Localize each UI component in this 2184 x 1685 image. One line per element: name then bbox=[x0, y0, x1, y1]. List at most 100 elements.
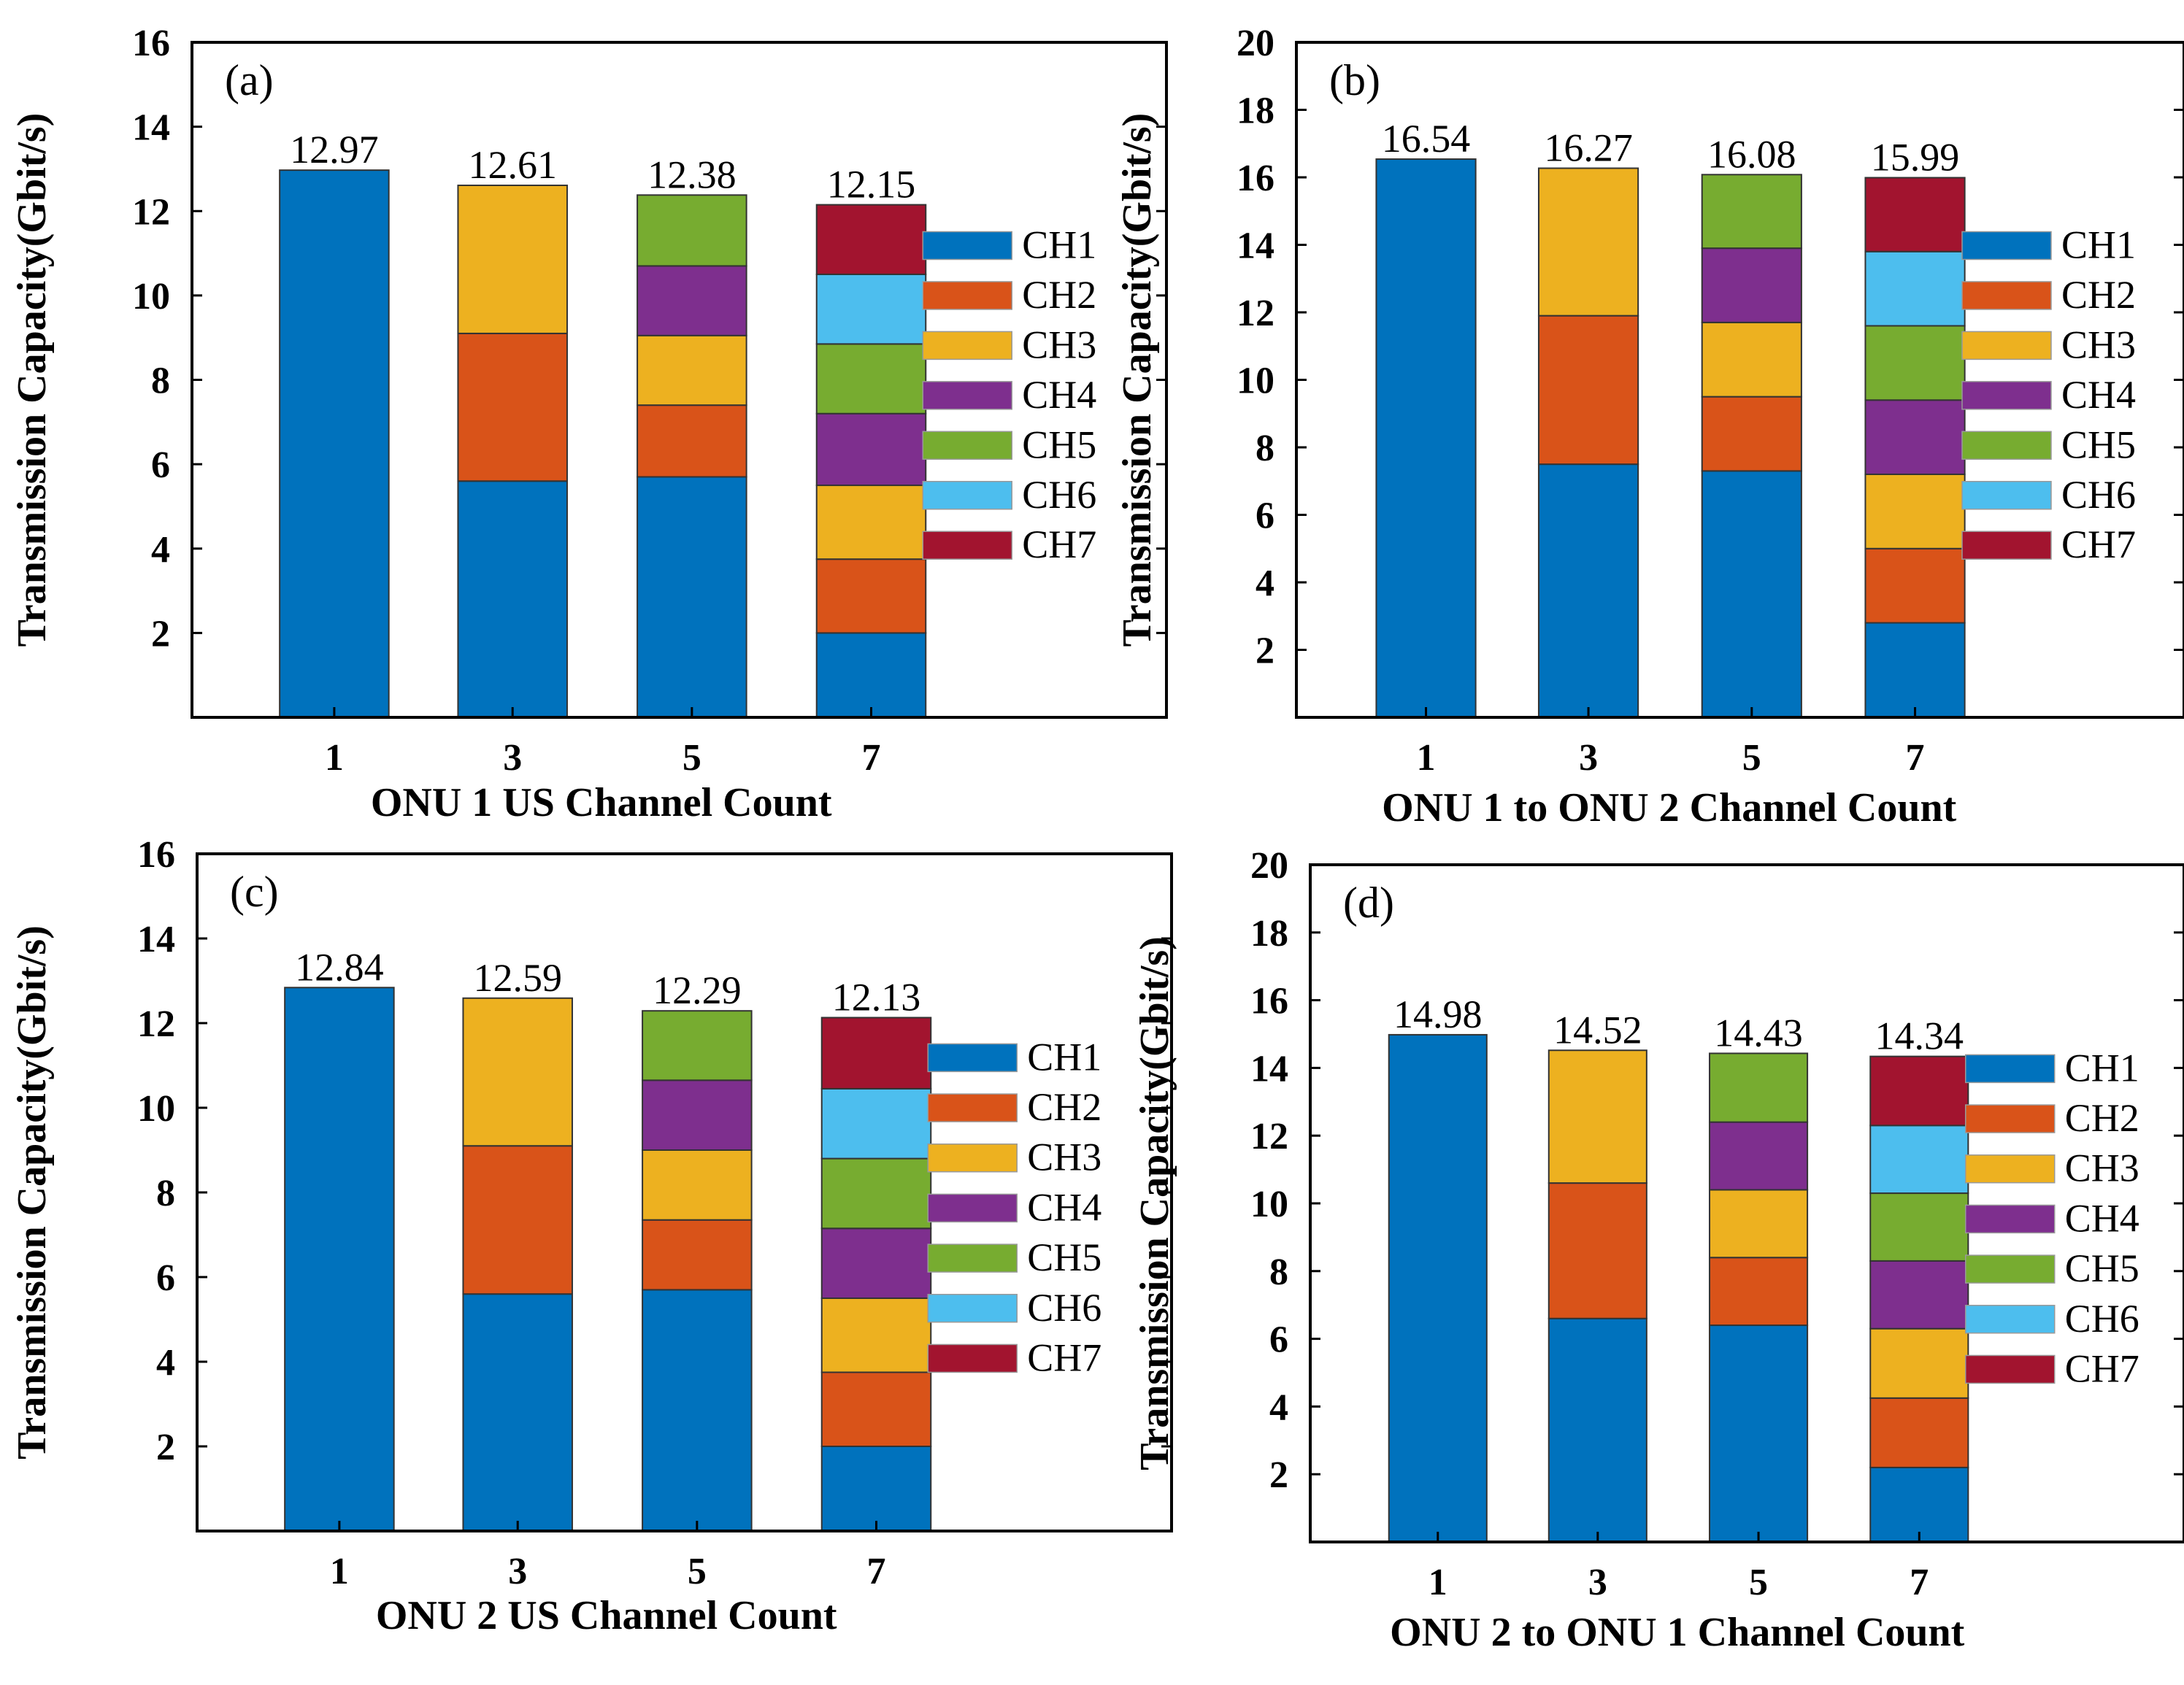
x-tick-label: 3 bbox=[1588, 1562, 1607, 1603]
bar-segment bbox=[815, 412, 927, 487]
bar-segment bbox=[1864, 177, 1966, 252]
legend-swatch bbox=[927, 1143, 1018, 1173]
x-axis-title: ONU 1 US Channel Count bbox=[371, 780, 832, 825]
y-tick-label: 6 bbox=[1256, 496, 1274, 537]
legend-label: CH7 bbox=[2065, 1346, 2139, 1390]
legend-label: CH7 bbox=[1027, 1335, 1101, 1379]
bar-segment bbox=[1701, 247, 1802, 323]
legend-swatch bbox=[922, 331, 1012, 360]
bar-segment bbox=[820, 1157, 932, 1230]
bar-segment bbox=[1547, 1182, 1647, 1319]
legend-label: CH7 bbox=[1022, 523, 1096, 566]
legend-label: CH3 bbox=[2061, 323, 2136, 366]
legend-swatch bbox=[922, 231, 1012, 261]
x-tick-label: 3 bbox=[508, 1551, 527, 1592]
y-tick-label: 8 bbox=[151, 360, 170, 402]
legend-label: CH5 bbox=[1022, 423, 1096, 466]
bar-segment bbox=[1869, 1055, 1969, 1127]
bar-segment bbox=[642, 1079, 753, 1152]
bar-segment bbox=[1864, 399, 1966, 475]
bar-segment bbox=[815, 632, 927, 718]
legend-swatch bbox=[1965, 1204, 2056, 1234]
bar-segment bbox=[1375, 158, 1477, 718]
bar-segment bbox=[1864, 250, 1966, 327]
legend-swatch bbox=[927, 1093, 1018, 1122]
y-tick-label: 12 bbox=[132, 191, 170, 233]
y-tick-label: 8 bbox=[1269, 1252, 1288, 1293]
y-tick-label: 2 bbox=[156, 1427, 175, 1468]
legend-label: CH2 bbox=[1022, 273, 1096, 317]
data-label-total: 14.52 bbox=[1553, 1008, 1642, 1052]
x-axis-title: ONU 2 to ONU 1 Channel Count bbox=[1390, 1610, 1965, 1655]
legend-swatch bbox=[922, 281, 1012, 310]
y-tick-label: 4 bbox=[1269, 1387, 1288, 1428]
y-tick-label: 20 bbox=[1237, 23, 1274, 64]
legend-label: CH4 bbox=[1022, 373, 1096, 417]
legend-swatch bbox=[1965, 1154, 2056, 1184]
legend-swatch bbox=[1961, 531, 2052, 560]
data-label-total: 16.08 bbox=[1707, 132, 1796, 176]
x-axis-title: ONU 1 to ONU 2 Channel Count bbox=[1382, 785, 1957, 830]
bar-segment bbox=[1537, 167, 1639, 317]
y-tick-label: 10 bbox=[1237, 360, 1274, 402]
legend-label: CH5 bbox=[2065, 1246, 2139, 1290]
bar-segment bbox=[815, 343, 927, 414]
x-tick-label: 7 bbox=[1910, 1562, 1929, 1603]
y-tick-label: 14 bbox=[1237, 225, 1274, 267]
bar-segment bbox=[1869, 1327, 1969, 1399]
bar-segment bbox=[462, 1293, 573, 1532]
bar-segment bbox=[815, 273, 927, 345]
data-label-total: 12.59 bbox=[473, 956, 562, 1000]
y-tick-label: 12 bbox=[1237, 293, 1274, 334]
data-label-total: 16.27 bbox=[1544, 126, 1633, 170]
bar-segment bbox=[637, 334, 747, 406]
bar-segment bbox=[815, 485, 927, 560]
bar-segment bbox=[820, 1017, 932, 1090]
bar-segment bbox=[637, 194, 747, 267]
y-tick-label: 6 bbox=[156, 1257, 175, 1299]
legend-swatch bbox=[1961, 381, 2052, 410]
chart-panel-d: 14.98 1 14.52 3 14.43 5 14.34 7 2 4 6 8 10 12 14 16 18 20… bbox=[1132, 845, 2184, 1655]
bar-segment bbox=[1537, 315, 1639, 466]
bar-segment bbox=[1864, 474, 1966, 550]
y-tick-label: 10 bbox=[137, 1088, 175, 1130]
bar-segment bbox=[1869, 1397, 1969, 1468]
data-label-total: 12.13 bbox=[832, 975, 921, 1019]
bar-segment bbox=[637, 265, 747, 336]
legend-label: CH2 bbox=[1027, 1085, 1101, 1129]
bar-segment bbox=[820, 1227, 932, 1300]
x-tick-label: 5 bbox=[688, 1551, 707, 1592]
bar-segment bbox=[1388, 1033, 1488, 1543]
legend-swatch bbox=[1961, 281, 2052, 310]
y-tick-label: 4 bbox=[1256, 563, 1274, 604]
bar-segment bbox=[1864, 622, 1966, 718]
bar-segment bbox=[642, 1219, 753, 1291]
data-label-total: 14.34 bbox=[1875, 1014, 1964, 1058]
y-tick-label: 10 bbox=[1250, 1184, 1288, 1225]
x-tick-label: 1 bbox=[325, 737, 344, 779]
bar-segment bbox=[1547, 1049, 1647, 1184]
y-tick-label: 6 bbox=[151, 444, 170, 486]
x-tick-label: 5 bbox=[1742, 737, 1761, 779]
x-tick-label: 7 bbox=[1906, 737, 1925, 779]
legend-swatch bbox=[927, 1193, 1018, 1223]
y-axis-title: Transmission Capacity(Gbit/s) bbox=[1132, 936, 1177, 1470]
y-tick-label: 12 bbox=[1250, 1116, 1288, 1157]
y-tick-label: 4 bbox=[156, 1342, 175, 1384]
bar-segment bbox=[815, 558, 927, 634]
panel-label: (b) bbox=[1329, 56, 1380, 104]
legend-swatch bbox=[922, 531, 1012, 560]
bar-segment bbox=[637, 476, 747, 718]
bar-segment bbox=[637, 404, 747, 478]
bar-segment bbox=[1869, 1125, 1969, 1195]
bar-segment bbox=[1709, 1189, 1809, 1259]
bar-segment bbox=[1869, 1192, 1969, 1262]
bar-segment bbox=[1709, 1052, 1809, 1123]
y-tick-label: 16 bbox=[132, 23, 170, 64]
legend-swatch bbox=[1965, 1305, 2056, 1334]
y-tick-label: 14 bbox=[137, 919, 175, 960]
bar-segment bbox=[457, 480, 568, 718]
bar-segment bbox=[462, 997, 573, 1147]
bar-segment bbox=[820, 1087, 932, 1160]
